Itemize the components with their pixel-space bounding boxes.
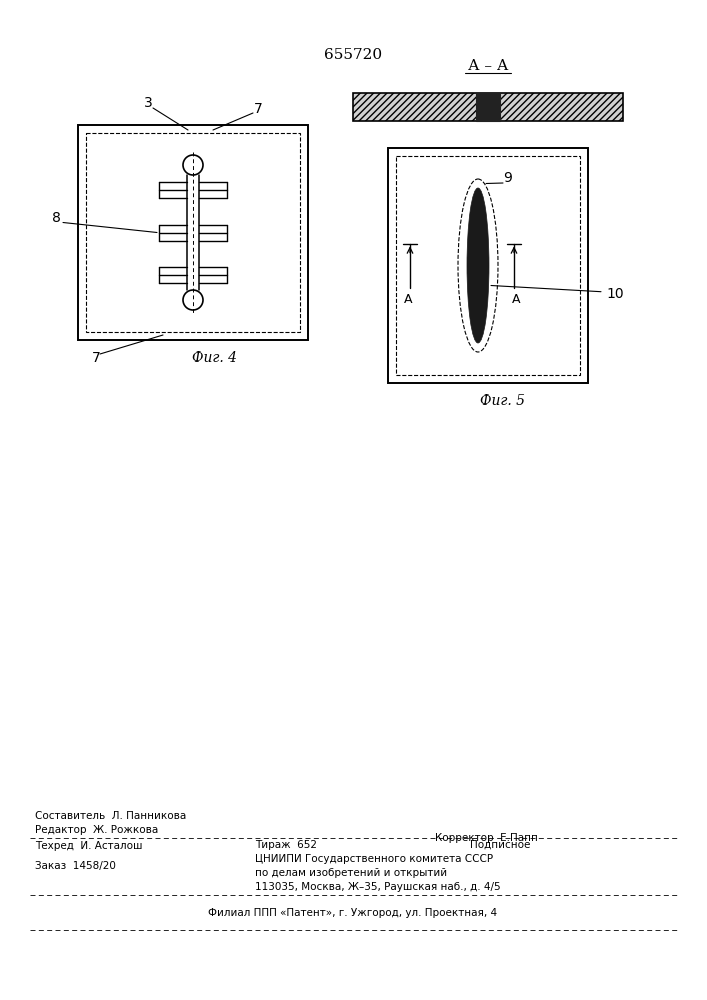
- Text: 10: 10: [606, 287, 624, 301]
- Bar: [476, 93, 500, 121]
- Text: 8: 8: [52, 211, 60, 225]
- Text: A: A: [404, 293, 412, 306]
- Text: 7: 7: [92, 351, 100, 365]
- Text: 113035, Москва, Ж–35, Раушская наб., д. 4/5: 113035, Москва, Ж–35, Раушская наб., д. …: [255, 882, 501, 892]
- Text: ЦНИИПИ Государственного комитета СССР: ЦНИИПИ Государственного комитета СССР: [255, 854, 493, 863]
- Text: по делам изобретений и открытий: по делам изобретений и открытий: [255, 867, 447, 878]
- Text: А – А: А – А: [468, 59, 508, 73]
- Text: Корректор  Е.Папп: Корректор Е.Папп: [435, 833, 538, 843]
- Text: Фиг. 4: Фиг. 4: [192, 351, 238, 365]
- Text: Составитель  Л. Панникова: Составитель Л. Панникова: [35, 811, 186, 821]
- Text: Заказ  1458/20: Заказ 1458/20: [35, 861, 116, 871]
- Text: Редактор  Ж. Рожкова: Редактор Ж. Рожкова: [35, 825, 158, 835]
- Text: Техред  И. Асталош: Техред И. Асталош: [35, 841, 143, 851]
- Bar: [388, 148, 588, 383]
- Text: Подписное: Подписное: [470, 840, 530, 850]
- Bar: [86, 133, 300, 332]
- Text: Фиг. 5: Фиг. 5: [481, 394, 525, 408]
- Text: 655720: 655720: [324, 48, 382, 62]
- Text: Филиал ППП «Патент», г. Ужгород, ул. Проектная, 4: Филиал ППП «Патент», г. Ужгород, ул. Про…: [209, 908, 498, 918]
- Bar: [353, 93, 623, 121]
- Text: 3: 3: [144, 96, 153, 110]
- Ellipse shape: [467, 188, 489, 343]
- Text: 9: 9: [503, 171, 513, 185]
- Text: 7: 7: [254, 102, 262, 116]
- Bar: [78, 125, 308, 340]
- Text: Тираж  652: Тираж 652: [255, 840, 317, 850]
- Text: A: A: [512, 293, 520, 306]
- Bar: [396, 156, 580, 375]
